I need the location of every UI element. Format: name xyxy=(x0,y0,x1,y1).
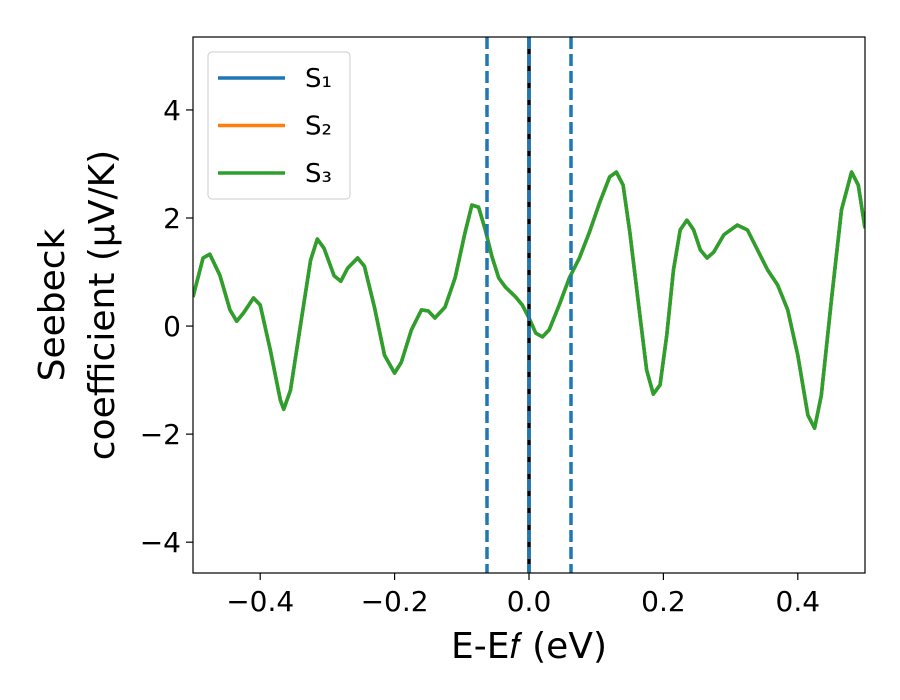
y-tick-label: −4 xyxy=(140,526,181,559)
plot-area xyxy=(193,37,865,573)
legend-label: S₁ xyxy=(305,64,332,94)
legend-label: S₂ xyxy=(305,112,332,142)
x-axis-label: E-E𝑓 (eV) xyxy=(451,626,607,667)
legend-label: S₃ xyxy=(305,159,332,189)
x-tick-label: 0.4 xyxy=(776,585,821,618)
y-tick-label: −2 xyxy=(140,418,181,451)
series-line xyxy=(193,170,865,430)
x-tick-label: 0.0 xyxy=(507,585,552,618)
y-axis-label: coefficient (μV/K) xyxy=(82,150,123,460)
y-tick-label: 0 xyxy=(163,310,181,343)
x-tick-label: 0.2 xyxy=(641,585,686,618)
x-tick-label: −0.2 xyxy=(361,585,429,618)
y-tick-label: 2 xyxy=(163,202,181,235)
x-tick-label: −0.4 xyxy=(226,585,294,618)
y-tick-label: 4 xyxy=(163,94,181,127)
plot-frame xyxy=(192,36,866,574)
y-axis-label: Seebeck xyxy=(32,228,73,381)
